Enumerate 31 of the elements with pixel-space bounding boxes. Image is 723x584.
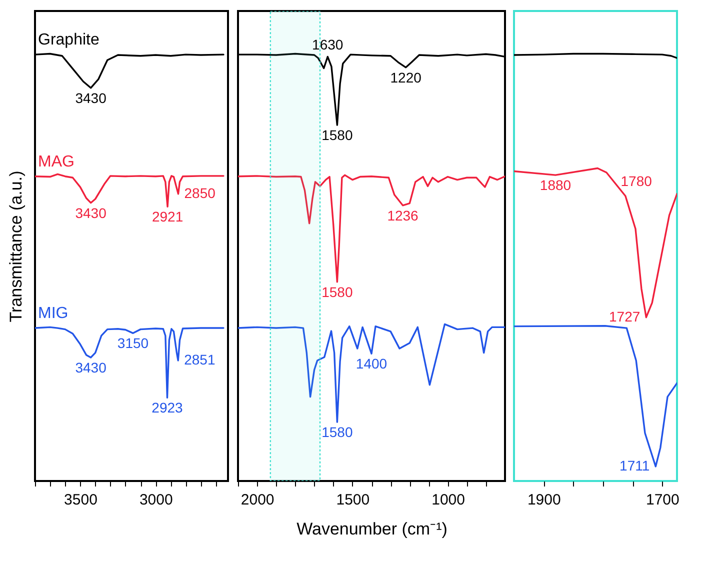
annotation: 3430	[75, 360, 107, 376]
annotation: 3430	[75, 90, 107, 106]
annotation: 1630	[312, 36, 344, 53]
annotation: 1727	[609, 308, 640, 324]
annotation: 1580	[322, 284, 353, 300]
annotation: 3150	[117, 335, 149, 352]
annotation: 1400	[356, 356, 388, 372]
x-tick-label: 1900	[527, 492, 561, 508]
x-tick-label: 2000	[240, 492, 274, 508]
x-tick-label: 1700	[646, 492, 680, 508]
y-axis-title: Transmittance (a.u.)	[6, 170, 26, 322]
annotation: 1711	[620, 457, 650, 474]
series-label: Graphite	[38, 32, 100, 49]
annotation: 3430	[75, 204, 107, 221]
series-label: MIG	[38, 305, 68, 322]
annotation: 2851	[184, 352, 216, 368]
x-tick-label: 1500	[336, 492, 370, 508]
annotation: 1220	[390, 69, 422, 86]
x-tick-label: 1000	[432, 492, 465, 508]
series-label: MAG	[38, 153, 74, 170]
annotation: 1236	[387, 207, 419, 224]
annotation: 1580	[322, 127, 353, 144]
annotation: 2921	[152, 208, 184, 225]
x-tick-label: 3000	[139, 492, 173, 508]
annotation: 2850	[184, 184, 216, 201]
annotation: 1780	[620, 172, 652, 189]
annotation: 1580	[322, 424, 353, 440]
x-axis-title: Wavenumber (cm⁻¹)	[296, 520, 448, 538]
annotation: 2923	[152, 400, 184, 416]
x-tick-label: 3500	[64, 492, 98, 508]
annotation: 1880	[540, 177, 572, 194]
